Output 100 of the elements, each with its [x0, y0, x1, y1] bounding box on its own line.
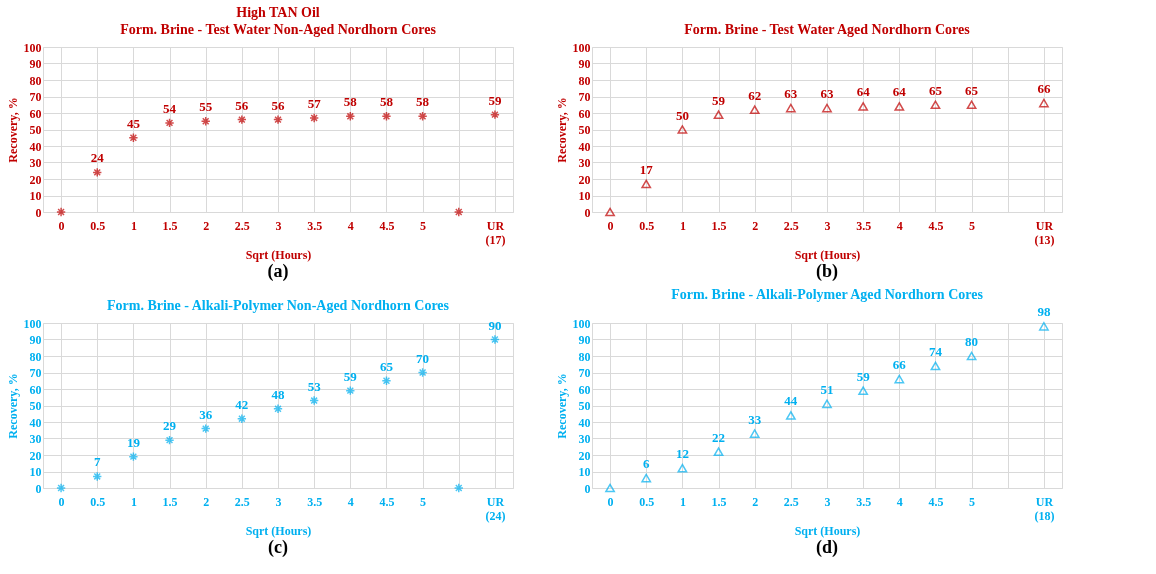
point: [236, 114, 247, 125]
point: [713, 110, 724, 120]
data-label: 66: [1037, 81, 1051, 97]
y-tick-label: 80: [578, 349, 591, 364]
x-tick-label: 4.5: [928, 218, 944, 233]
data-label: 57: [307, 95, 322, 111]
x-tick-label: 2.5: [234, 218, 250, 233]
data-label: 59: [712, 92, 726, 108]
data-label: 59: [488, 92, 502, 108]
point: [822, 103, 832, 113]
y-tick-label: 20: [29, 448, 42, 463]
y-tick-label: 80: [578, 73, 591, 88]
data-label: 36: [199, 406, 213, 422]
point: [894, 102, 905, 111]
point: [858, 102, 869, 111]
y-tick-label: 50: [29, 399, 42, 413]
data-label: 51: [820, 381, 834, 397]
data-label: 42: [235, 396, 249, 412]
x-tick-label: 3.5: [307, 494, 323, 509]
point: [56, 483, 67, 493]
point: [822, 399, 832, 409]
y-tick-label: 30: [29, 432, 42, 446]
x-tick-label: 2: [752, 218, 759, 233]
y-tick-label: 100: [23, 316, 42, 331]
data-label: 66: [892, 357, 907, 373]
point: [417, 367, 428, 378]
data-label: 7: [93, 454, 101, 470]
point: [749, 105, 760, 115]
y-tick-label: 10: [29, 465, 42, 479]
data-label: 29: [163, 418, 177, 434]
chart-title: High TAN Oil: [236, 5, 320, 20]
point: [273, 403, 283, 414]
data-label: 48: [271, 386, 285, 402]
data-label: 64: [892, 84, 907, 100]
y-tick-label: 0: [584, 481, 591, 496]
data-label: 58: [343, 94, 358, 110]
y-tick-label: 0: [584, 205, 591, 220]
x-tick-label: 0.5: [639, 494, 655, 509]
x-tick-label: 1: [679, 218, 686, 233]
point: [56, 207, 67, 217]
point: [785, 103, 796, 113]
point: [966, 351, 977, 361]
y-tick-label: 90: [29, 333, 42, 347]
y-axis-title: Recovery, %: [5, 97, 20, 163]
chart-title: Form. Brine - Test Water Aged Nordhorn Cores: [684, 22, 971, 37]
point: [128, 451, 139, 462]
x-tick-label: 2: [203, 494, 210, 509]
x-tick-label: UR (24): [485, 494, 506, 523]
x-tick-label: 3: [275, 494, 282, 509]
x-tick-label: 4: [896, 494, 903, 509]
y-tick-label: 20: [578, 448, 591, 463]
y-tick-label: 70: [578, 366, 591, 380]
data-label: 64: [856, 84, 871, 100]
point: [200, 116, 211, 127]
y-tick-label: 40: [578, 415, 591, 430]
data-label: 24: [90, 150, 105, 166]
point: [966, 100, 977, 110]
point: [164, 435, 175, 446]
data-label: 56: [235, 97, 249, 113]
y-tick-label: 70: [578, 90, 591, 104]
data-label: 70: [416, 350, 430, 366]
point: [309, 113, 320, 123]
data-label: 62: [748, 87, 762, 103]
y-tick-label: 100: [572, 40, 591, 55]
y-tick-label: 40: [29, 415, 42, 430]
point: [345, 111, 356, 122]
x-tick-label: 2: [752, 494, 759, 509]
y-tick-label: 90: [578, 57, 591, 71]
point: [128, 132, 139, 143]
data-label: 53: [307, 378, 322, 394]
point: [641, 473, 652, 483]
data-label: 58: [416, 94, 430, 110]
y-tick-label: 50: [29, 123, 42, 137]
y-axis-title: Recovery, %: [554, 97, 569, 163]
text: (b): [816, 261, 838, 282]
x-tick-label: 0.5: [639, 218, 655, 233]
x-tick-label: 3.5: [856, 494, 872, 509]
data-label: 17: [639, 161, 654, 177]
data-label: 54: [163, 100, 177, 116]
x-axis-title: Sqrt (Hours): [794, 247, 861, 262]
x-tick-label: 2.5: [234, 494, 250, 509]
data-label: 19: [126, 434, 141, 450]
point: [930, 100, 941, 110]
data-label: 59: [856, 368, 871, 384]
x-tick-label: 3: [275, 218, 282, 233]
point: [605, 483, 616, 493]
y-tick-label: 50: [578, 123, 591, 137]
point: [417, 111, 428, 122]
y-tick-label: 30: [29, 156, 42, 170]
x-tick-label: 2.5: [783, 494, 799, 509]
point: [894, 374, 905, 384]
x-tick-label: 1: [130, 218, 137, 233]
data-label: 74: [928, 343, 943, 359]
y-tick-label: 30: [578, 156, 591, 170]
y-tick-label: 30: [578, 432, 591, 446]
x-tick-label: 2: [203, 218, 210, 233]
point: [92, 167, 103, 178]
data-label: 65: [379, 358, 394, 374]
y-axis-title: Recovery, %: [554, 373, 569, 439]
data-label: 6: [642, 456, 650, 472]
